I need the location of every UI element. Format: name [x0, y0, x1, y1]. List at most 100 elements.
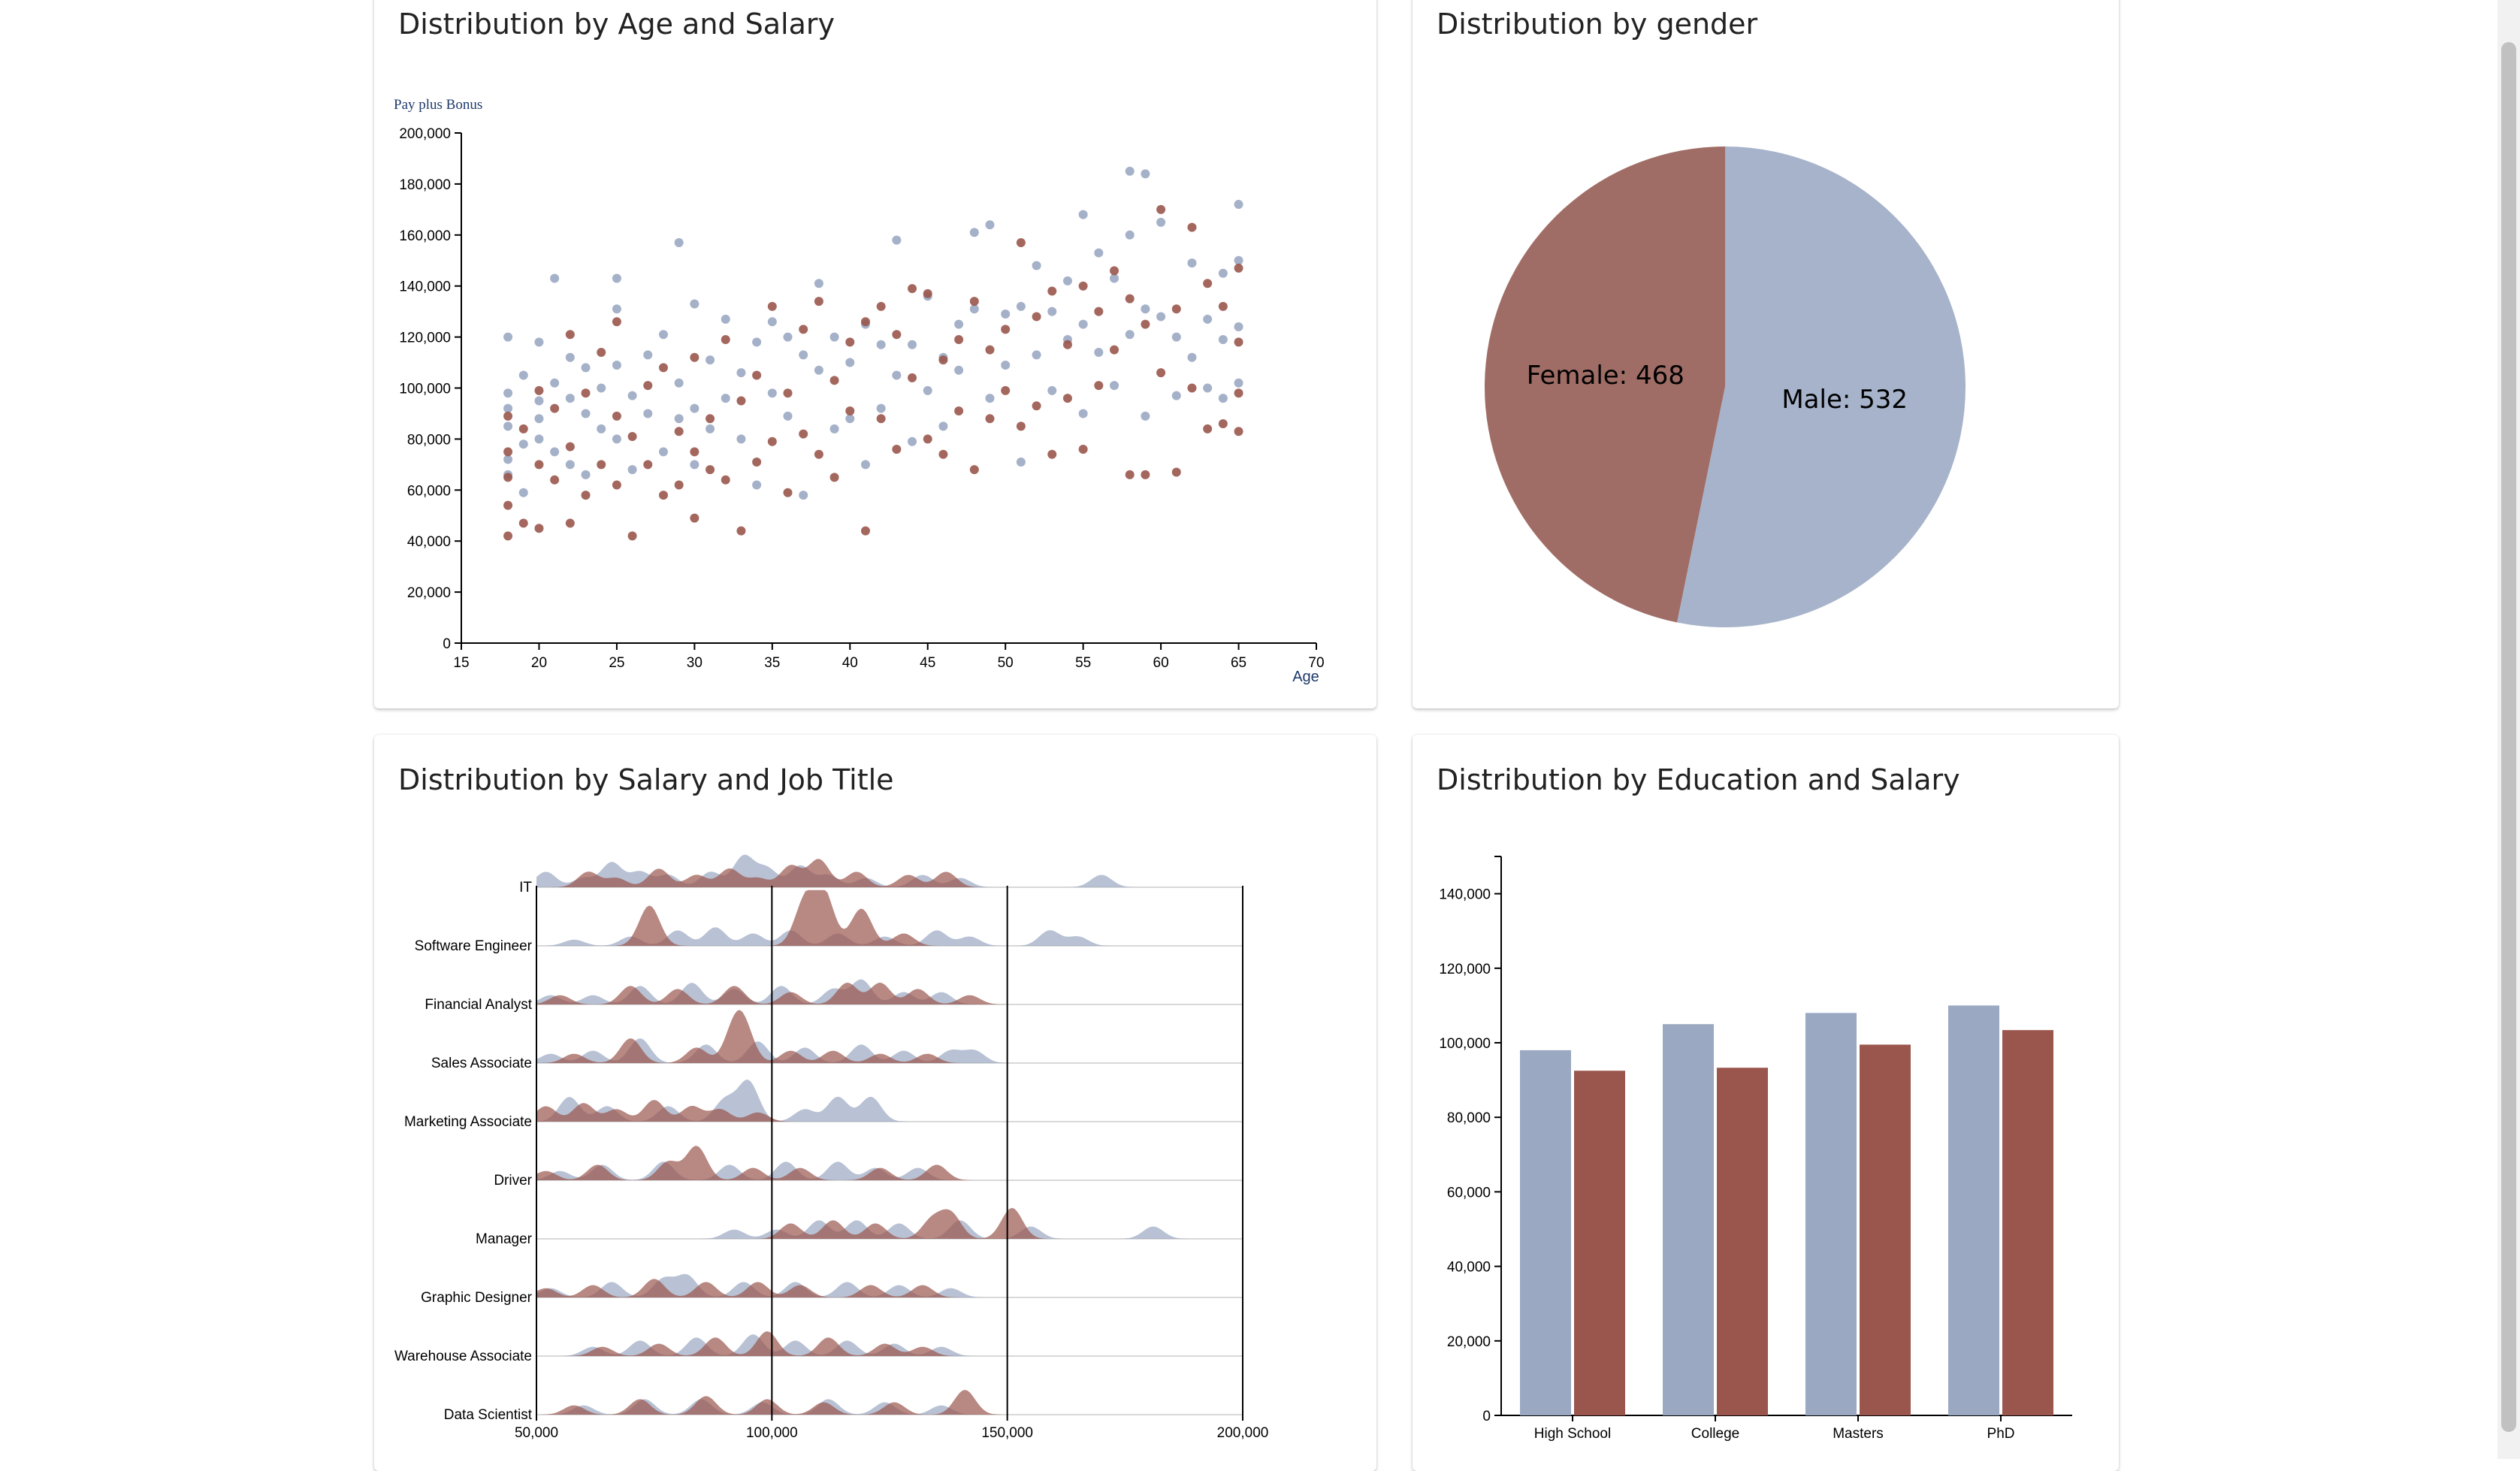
male-point	[1234, 255, 1243, 265]
education-salary-bar-chart: 0 20,000 40,000 60,000 80,000 100,000 120,000 1…	[1439, 856, 2072, 1442]
male-point	[658, 330, 668, 340]
female-point	[550, 403, 560, 413]
female-point	[845, 406, 855, 416]
male-bar	[1948, 1005, 1999, 1415]
female-ridge-area	[536, 859, 1196, 887]
scrollbar-thumb[interactable]	[2501, 42, 2516, 1432]
female-point	[612, 411, 621, 421]
male-point	[814, 365, 823, 375]
male-ridge-area	[536, 927, 1196, 946]
female-point	[518, 424, 528, 433]
female-point	[565, 518, 575, 528]
ridge-category-label: Software Engineer	[415, 938, 533, 954]
female-ridge-area	[536, 1279, 1196, 1297]
female-point	[736, 396, 746, 406]
male-point	[845, 414, 855, 424]
female-point	[1234, 427, 1243, 436]
y-tick-label: 140,000	[1439, 887, 1491, 903]
female-point	[814, 297, 823, 307]
y-tick-label: 140,000	[399, 279, 451, 295]
male-point	[892, 370, 902, 380]
female-point	[612, 480, 621, 490]
male-point	[1078, 210, 1088, 219]
male-point	[518, 439, 528, 449]
male-point	[565, 394, 575, 403]
x-tick-label: 50,000	[515, 1425, 558, 1441]
female-point	[627, 432, 637, 442]
female-point	[829, 376, 839, 385]
female-point	[565, 442, 575, 452]
female-point	[690, 513, 699, 523]
male-point	[1047, 385, 1057, 395]
male-point	[1078, 409, 1088, 418]
y-tick-label: 20,000	[1447, 1334, 1491, 1350]
y-tick-label: 20,000	[407, 585, 451, 601]
x-tick-label: 20	[531, 655, 547, 671]
female-point	[892, 444, 902, 454]
male-point	[1156, 312, 1166, 322]
male-point	[954, 319, 964, 329]
female-point	[985, 345, 995, 355]
gender-pie-chart: Female: 468 Male: 532	[1485, 146, 1966, 627]
female-point	[860, 317, 870, 327]
female-point	[969, 297, 979, 307]
male-point	[1094, 248, 1104, 258]
male-point	[985, 220, 995, 230]
age-salary-card: Distribution by Age and Salary 0 20,000 40…	[374, 0, 1376, 708]
salary-job-card: Distribution by Salary and Job Title IT S…	[374, 735, 1376, 1471]
x-tick-label: 35	[764, 655, 780, 671]
female-point	[1032, 312, 1041, 322]
female-point	[690, 447, 699, 457]
female-point	[752, 457, 762, 467]
female-point	[1125, 294, 1135, 304]
male-point	[767, 317, 777, 327]
male-point	[612, 360, 621, 370]
female-point	[597, 460, 606, 470]
ridge-category-label: Sales Associate	[431, 1056, 532, 1071]
male-point	[690, 403, 699, 413]
male-point	[518, 488, 528, 497]
male-point	[1141, 169, 1150, 179]
x-tick-label: 200,000	[1217, 1425, 1269, 1441]
male-point	[690, 460, 699, 470]
salary-job-title: Distribution by Salary and Job Title	[398, 763, 894, 796]
male-point	[503, 403, 513, 413]
female-point	[1234, 263, 1243, 273]
female-ridge-area	[536, 1331, 1196, 1356]
y-tick-label: 80,000	[1447, 1110, 1491, 1126]
y-tick-label: 200,000	[399, 126, 451, 142]
female-point	[534, 524, 544, 533]
male-point	[503, 455, 513, 464]
female-point	[1234, 337, 1243, 347]
page-scrollbar[interactable]	[2497, 0, 2520, 1459]
x-tick-label: 50	[998, 655, 1014, 671]
female-ridge-area	[536, 1390, 1196, 1415]
female-ridge-area	[536, 1010, 1196, 1063]
ridge-category-label: Financial Analyst	[425, 997, 532, 1013]
male-point	[829, 332, 839, 342]
male-slice	[1677, 146, 1966, 627]
female-point	[1094, 307, 1104, 316]
female-slice-label: Female: 468	[1527, 361, 1685, 391]
male-point	[969, 228, 979, 237]
male-point	[1218, 268, 1228, 278]
female-point	[783, 488, 793, 497]
female-point	[829, 473, 839, 482]
female-point	[1110, 266, 1119, 276]
male-point	[1218, 394, 1228, 403]
male-point	[674, 237, 684, 247]
y-tick-label: 180,000	[399, 177, 451, 193]
male-point	[1032, 261, 1041, 270]
female-point	[752, 370, 762, 380]
male-point	[1032, 350, 1041, 360]
male-point	[627, 391, 637, 400]
male-point	[1187, 258, 1197, 268]
female-point	[923, 288, 932, 298]
male-point	[845, 358, 855, 367]
x-tick-label: College	[1691, 1426, 1739, 1442]
female-point	[581, 491, 591, 500]
female-point	[721, 334, 730, 344]
y-tick-label: 120,000	[1439, 962, 1491, 977]
female-point	[767, 436, 777, 446]
male-point	[1141, 304, 1150, 314]
